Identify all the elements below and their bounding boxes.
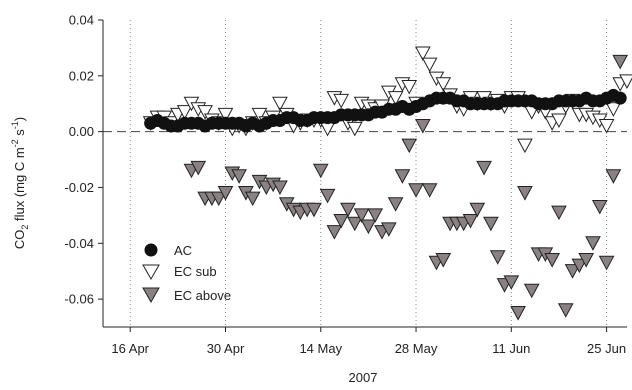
y-axis-title: CO2 flux (mg C m-2 s-1) [10,117,30,249]
point-ec-above [598,255,615,271]
point-ec-above [517,186,533,201]
y-tick-label: -0.06 [64,292,94,307]
point-ec-sub [605,102,622,117]
legend-marker-ac [144,243,158,257]
legend-label-ec-sub: EC sub [174,264,217,279]
point-ec-above [523,283,540,299]
legend-label-ec-above: EC above [174,288,231,303]
point-ec-above [510,306,526,321]
point-ec-above [435,253,452,268]
point-ec-sub [551,113,567,129]
y-tick-label: -0.02 [64,180,94,195]
x-tick-label: 28 May [395,341,438,356]
point-ec-above [326,225,343,240]
point-ec-above [605,169,622,184]
point-ec-above [272,180,288,196]
point-ec-above [210,191,227,207]
y-tick-label: 0.04 [69,13,94,28]
x-tick-label: 30 Apr [207,341,245,356]
point-ec-sub [319,121,336,137]
point-ec-above [469,202,486,218]
point-ec-above [544,253,560,268]
point-ec-sub [415,46,431,62]
point-ec-above [462,213,479,229]
point-ec-above [578,253,595,268]
point-ec-above [360,219,377,235]
point-ec-sub [619,74,632,89]
legend-label-ac: AC [174,243,192,258]
point-ec-above [394,169,411,184]
point-ec-above [503,275,520,290]
point-ac [613,91,627,105]
grid-layer [103,20,627,327]
point-ec-above [387,197,404,212]
x-axis-title: 2007 [349,370,378,385]
marks-layer [142,46,632,321]
legend: AC EC sub EC above [142,243,231,304]
axes-layer: 0.04 0.02 0.00 -0.02 -0.04 -0.06 16 Apr 30 Apr 1… [64,13,627,356]
point-ec-sub [401,79,418,95]
point-ec-above [346,216,363,232]
x-tick-label: 25 Jun [587,341,626,356]
point-ec-above [421,183,438,198]
point-ec-above [585,236,601,251]
point-ec-sub [387,91,404,106]
point-ec-above [415,119,431,134]
y-tick-label: 0.02 [69,68,94,83]
point-ec-above [591,199,608,215]
x-tick-label: 14 May [299,341,342,356]
point-ec-above [564,264,581,279]
y-tick-label: -0.04 [64,236,94,251]
point-ec-above [612,54,629,70]
point-ec-sub [176,105,193,120]
point-ec-above [319,188,336,204]
legend-marker-ec-above [142,287,160,304]
point-ec-sub [272,96,288,112]
point-ec-above [231,169,247,184]
point-ec-above [217,186,234,201]
point-ec-sub [435,77,452,92]
point-ec-above [190,160,207,176]
point-ec-sub [333,93,350,109]
point-ec-above [571,258,588,274]
point-ec-above [408,183,424,198]
point-ec-above [401,138,418,154]
point-ec-above [353,208,370,223]
point-ec-above [551,205,567,221]
point-ec-sub [217,107,234,123]
point-ec-sub [598,119,615,134]
point-ec-sub [346,121,363,137]
point-ec-above [333,213,350,229]
point-ec-sub [251,107,268,123]
point-ec-sub [197,105,213,120]
point-ec-above [557,303,574,318]
point-ec-above [476,160,492,176]
point-ec-above [489,250,506,265]
legend-marker-ec-sub [142,264,160,281]
point-ec-above [367,208,384,223]
point-ec-above [483,216,499,232]
point-ec-above [306,202,322,218]
point-ec-sub [421,57,438,73]
x-tick-label: 11 Jun [492,341,530,356]
point-ec-above [340,202,356,218]
point-ec-above [312,163,329,179]
point-ec-above [380,222,397,237]
y-tick-label: 0.00 [69,124,94,139]
x-tick-label: 16 Apr [111,341,149,356]
point-ec-sub [517,138,533,154]
point-ec-above [244,191,261,207]
